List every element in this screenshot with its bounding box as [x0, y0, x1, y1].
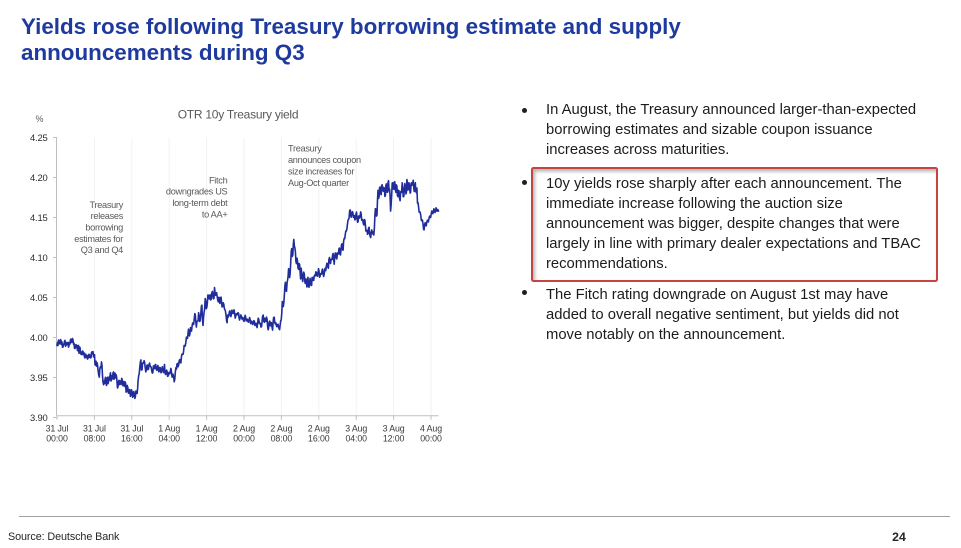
- svg-text:3 Aug: 3 Aug: [345, 423, 367, 433]
- svg-text:04:00: 04:00: [158, 433, 180, 443]
- svg-text:Treasury: Treasury: [288, 143, 322, 153]
- svg-text:4.10: 4.10: [30, 252, 47, 263]
- svg-text:Fitch: Fitch: [209, 175, 228, 185]
- svg-text:downgrades US: downgrades US: [166, 187, 228, 197]
- svg-text:Q3 and Q4: Q3 and Q4: [81, 245, 123, 255]
- svg-text:2 Aug: 2 Aug: [233, 423, 255, 433]
- svg-text:releases: releases: [91, 211, 124, 221]
- svg-text:%: %: [35, 114, 43, 124]
- svg-text:31 Jul: 31 Jul: [83, 423, 106, 433]
- svg-text:1 Aug: 1 Aug: [196, 423, 218, 433]
- svg-text:12:00: 12:00: [383, 433, 405, 443]
- svg-text:Treasury: Treasury: [89, 200, 123, 210]
- svg-text:borrowing: borrowing: [85, 223, 123, 233]
- svg-text:4.15: 4.15: [30, 212, 47, 223]
- svg-text:31 Jul: 31 Jul: [120, 423, 143, 433]
- svg-text:4.20: 4.20: [30, 172, 47, 183]
- svg-text:1 Aug: 1 Aug: [158, 423, 180, 433]
- svg-text:estimates for: estimates for: [74, 234, 123, 244]
- svg-text:3.95: 3.95: [30, 372, 47, 383]
- svg-text:00:00: 00:00: [233, 433, 255, 443]
- svg-text:OTR 10y Treasury yield: OTR 10y Treasury yield: [178, 107, 299, 121]
- svg-text:08:00: 08:00: [84, 433, 106, 443]
- svg-text:00:00: 00:00: [46, 433, 68, 443]
- svg-text:Aug-Oct quarter: Aug-Oct quarter: [288, 178, 349, 188]
- svg-text:long-term debt: long-term debt: [172, 198, 228, 208]
- svg-text:08:00: 08:00: [271, 433, 293, 443]
- svg-text:16:00: 16:00: [121, 433, 143, 443]
- svg-text:4 Aug: 4 Aug: [420, 423, 442, 433]
- svg-text:00:00: 00:00: [420, 433, 442, 443]
- svg-text:16:00: 16:00: [308, 433, 330, 443]
- svg-text:04:00: 04:00: [345, 433, 367, 443]
- svg-text:4.00: 4.00: [30, 332, 47, 343]
- svg-text:4.25: 4.25: [30, 132, 47, 143]
- svg-text:3 Aug: 3 Aug: [383, 423, 405, 433]
- svg-text:2 Aug: 2 Aug: [308, 423, 330, 433]
- svg-text:4.05: 4.05: [30, 292, 47, 303]
- svg-text:size increases for: size increases for: [288, 167, 354, 177]
- svg-text:12:00: 12:00: [196, 433, 218, 443]
- svg-text:to AA+: to AA+: [202, 210, 228, 220]
- svg-text:2 Aug: 2 Aug: [270, 423, 292, 433]
- svg-text:announces coupon: announces coupon: [288, 155, 361, 165]
- svg-text:31 Jul: 31 Jul: [46, 423, 69, 433]
- svg-text:3.90: 3.90: [30, 412, 47, 423]
